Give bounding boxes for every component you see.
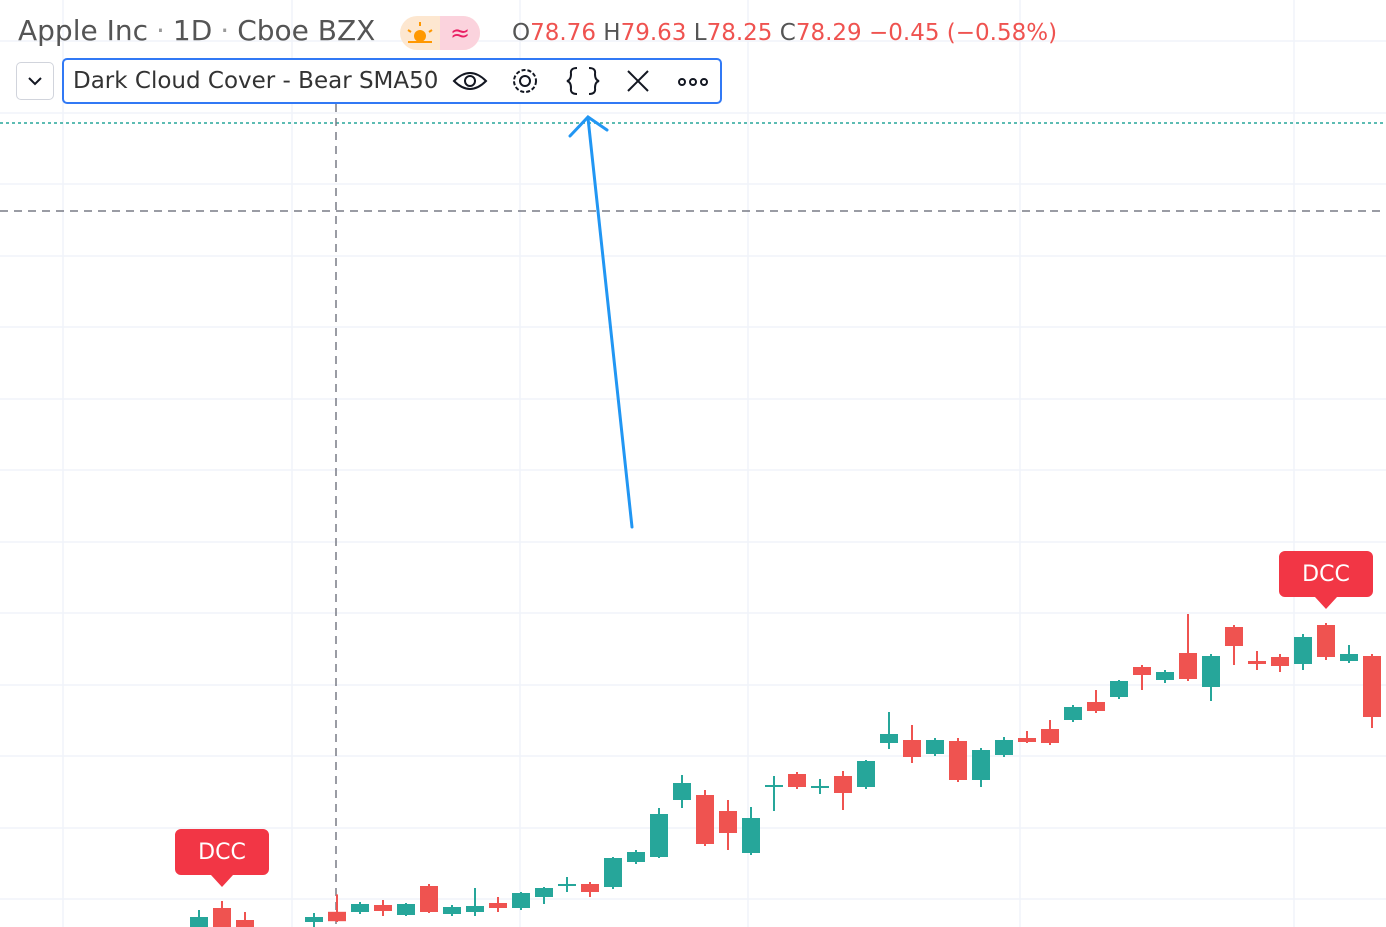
candle-body	[719, 811, 737, 833]
candle-body	[604, 858, 622, 887]
candle-body	[1018, 738, 1036, 742]
candle-body	[811, 786, 829, 788]
o-label: O	[512, 20, 531, 46]
pattern-label: DCC	[175, 829, 269, 887]
symbol-header: Apple Inc · 1D · Cboe BZX	[18, 14, 383, 47]
o-value: 78.76	[530, 20, 596, 46]
candle-body	[190, 917, 208, 927]
candle-body	[765, 785, 783, 787]
c-label: C	[779, 20, 796, 46]
candle-body	[213, 908, 231, 927]
ohlc: O78.76 H79.63 L78.25 C78.29 −0.45 (−0.58…	[512, 20, 1057, 46]
separator: ·	[156, 14, 165, 47]
arrow	[568, 115, 634, 529]
chevron	[28, 77, 42, 86]
candle-body	[236, 920, 254, 927]
candle-body	[397, 904, 415, 915]
candle-body	[374, 905, 392, 911]
candle-body	[880, 734, 898, 743]
indicator-legend: Dark Cloud Cover - Bear SMA50	[62, 58, 722, 104]
candle-body	[466, 906, 484, 912]
candle-body	[351, 904, 369, 912]
candle-body	[1317, 625, 1335, 657]
candle-body	[972, 750, 990, 780]
market-status[interactable]: ≈	[400, 16, 480, 50]
settings-button[interactable]	[513, 69, 537, 93]
label-bubble	[175, 829, 269, 887]
candle-body	[443, 907, 461, 914]
candle-body	[581, 884, 599, 892]
legend-buttons	[452, 67, 708, 95]
candle-body	[926, 740, 944, 754]
candle-body	[949, 741, 967, 780]
candle-body	[1179, 653, 1197, 679]
candle-body	[673, 783, 691, 800]
indicator-title: Dark Cloud Cover - Bear SMA50	[73, 68, 439, 94]
interval[interactable]: 1D	[172, 14, 213, 47]
l-value: 78.25	[706, 20, 773, 46]
candles: DCC DCC	[175, 551, 1381, 927]
candle-body	[742, 818, 760, 853]
label-text: DCC	[1302, 562, 1350, 587]
candle-body	[903, 740, 921, 757]
data-icon: ≈	[440, 16, 480, 50]
candle-body	[1271, 657, 1289, 666]
candle-body	[1202, 656, 1220, 687]
candle-body	[512, 893, 530, 908]
candle-body	[1041, 729, 1059, 743]
label-bubble	[1279, 551, 1373, 609]
candle-body	[1294, 637, 1312, 664]
candle-body	[650, 814, 668, 857]
label-text: DCC	[198, 840, 246, 865]
candle-body	[995, 740, 1013, 755]
pattern-label: DCC	[1279, 551, 1373, 609]
candle-body	[696, 795, 714, 844]
candle-body	[558, 884, 576, 886]
candle-body	[328, 911, 346, 922]
candle-body	[1340, 654, 1358, 661]
collapse-button[interactable]	[16, 62, 54, 100]
candle-body	[788, 774, 806, 787]
h-label: H	[603, 20, 621, 46]
candle-body	[1087, 702, 1105, 711]
candle-body	[1064, 707, 1082, 720]
candle-body	[1156, 672, 1174, 680]
candle-body	[535, 888, 553, 897]
separator: ·	[220, 14, 230, 47]
eye-button[interactable]	[452, 72, 488, 90]
source-button[interactable]	[566, 67, 600, 95]
candle-body	[420, 886, 438, 912]
c-value: 78.29	[795, 20, 862, 46]
candle-body	[1110, 681, 1128, 697]
remove-button[interactable]	[627, 70, 649, 92]
candle-body	[1133, 667, 1151, 675]
candle-body	[1248, 661, 1266, 664]
more-button[interactable]	[678, 78, 708, 86]
candle-body	[834, 776, 852, 793]
candle-body	[627, 852, 645, 862]
candle-body	[489, 903, 507, 908]
l-label: L	[693, 20, 707, 46]
h-value: 79.63	[620, 20, 687, 46]
sun-icon	[407, 22, 433, 43]
candle-body	[1225, 627, 1243, 646]
candle-body	[1363, 656, 1381, 717]
candle-body	[857, 761, 875, 787]
symbol: Apple Inc	[18, 14, 149, 47]
change: −0.45 (−0.58%)	[868, 20, 1058, 46]
exchange: Cboe BZX	[237, 14, 376, 47]
candle-body	[305, 917, 323, 922]
